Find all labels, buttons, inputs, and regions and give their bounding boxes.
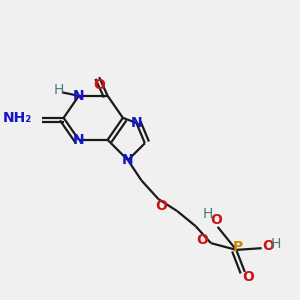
Text: N: N xyxy=(130,116,142,130)
Text: H: H xyxy=(203,207,213,221)
Text: H: H xyxy=(54,83,64,97)
Text: N: N xyxy=(73,133,85,147)
Text: O: O xyxy=(210,213,222,227)
Text: P: P xyxy=(233,240,243,254)
Text: H: H xyxy=(271,237,281,251)
Text: O: O xyxy=(93,78,105,92)
Text: O: O xyxy=(196,233,208,247)
Text: O: O xyxy=(242,270,254,284)
Text: N: N xyxy=(73,89,85,103)
Text: O: O xyxy=(262,239,274,254)
Text: O: O xyxy=(155,199,167,213)
Text: NH₂: NH₂ xyxy=(3,111,32,125)
Text: N: N xyxy=(122,153,134,167)
